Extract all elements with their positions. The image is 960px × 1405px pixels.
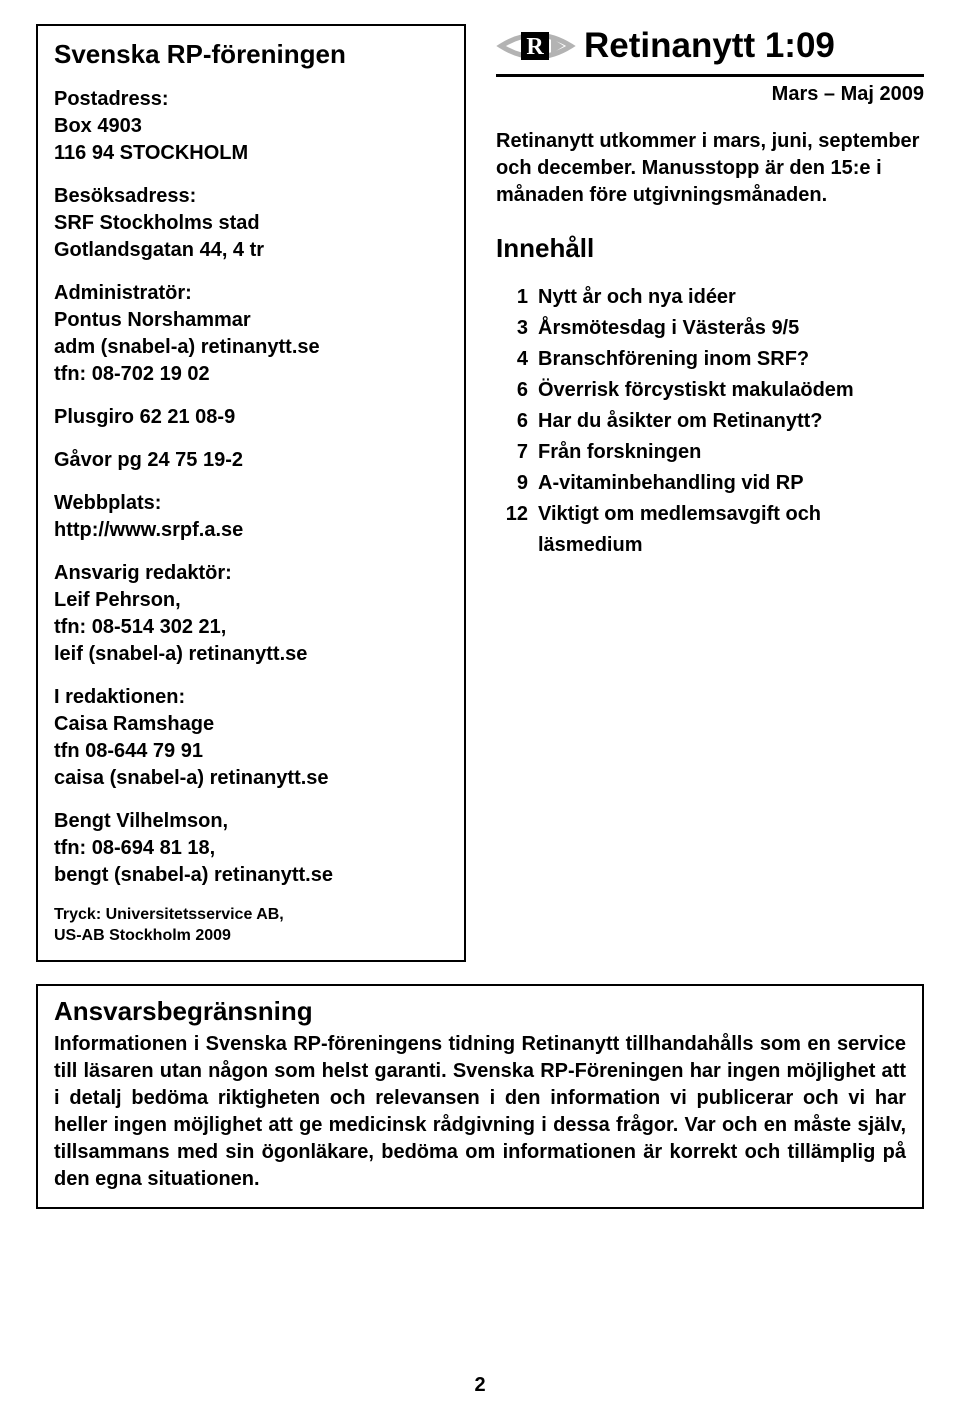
- redaktion-label: I redaktionen:: [54, 684, 448, 711]
- toc-item: 1Nytt år och nya idéer: [504, 282, 924, 313]
- toc-page-num: 6: [504, 406, 538, 437]
- toc-text: Branschförening inom SRF?: [538, 344, 924, 375]
- masthead-underline: [496, 74, 924, 77]
- svg-text:R: R: [526, 34, 544, 60]
- toc-text: Har du åsikter om Retinanytt?: [538, 406, 924, 437]
- page-number: 2: [0, 1374, 960, 1397]
- table-of-contents: 1Nytt år och nya idéer 3Årsmötesdag i Vä…: [496, 282, 924, 561]
- publication-note: Retinanytt utkommer i mars, juni, septem…: [496, 128, 924, 209]
- toc-title: Innehåll: [496, 233, 924, 264]
- toc-text: Nytt år och nya idéer: [538, 282, 924, 313]
- print-line1: Tryck: Universitetsservice AB,: [54, 905, 448, 926]
- toc-text: Viktigt om medlemsavgift och läsmedium: [538, 499, 924, 561]
- toc-item: 6Överrisk förcystiskt makulaödem: [504, 375, 924, 406]
- besoksadress-line2: Gotlandsgatan 44, 4 tr: [54, 237, 448, 264]
- right-column: R Retinanytt 1:09 Mars – Maj 2009 Retina…: [488, 24, 924, 561]
- toc-page-num: 6: [504, 375, 538, 406]
- toc-item: 9A-vitaminbehandling vid RP: [504, 468, 924, 499]
- red1-email: caisa (snabel-a) retinanytt.se: [54, 765, 448, 792]
- toc-page-num: 7: [504, 437, 538, 468]
- toc-text: Överrisk förcystiskt makulaödem: [538, 375, 924, 406]
- red2-name: Bengt Vilhelmson,: [54, 808, 448, 835]
- plusgiro: Plusgiro 62 21 08-9: [54, 404, 448, 431]
- postadress-label: Postadress:: [54, 86, 448, 113]
- admin-email: adm (snabel-a) retinanytt.se: [54, 334, 448, 361]
- disclaimer-title: Ansvarsbegränsning: [54, 996, 906, 1027]
- issue-date-range: Mars – Maj 2009: [496, 83, 924, 106]
- postadress-line1: Box 4903: [54, 113, 448, 140]
- webbplats-label: Webbplats:: [54, 490, 448, 517]
- editor-email: leif (snabel-a) retinanytt.se: [54, 641, 448, 668]
- toc-page-num: 4: [504, 344, 538, 375]
- print-line2: US-AB Stockholm 2009: [54, 926, 448, 947]
- gavor: Gåvor pg 24 75 19-2: [54, 447, 448, 474]
- admin-label: Administratör:: [54, 280, 448, 307]
- toc-text: Från forskningen: [538, 437, 924, 468]
- masthead-title: Retinanytt 1:09: [584, 26, 835, 66]
- disclaimer-body: Informationen i Svenska RP-föreningens t…: [54, 1031, 906, 1193]
- webbplats-url: http://www.srpf.a.se: [54, 517, 448, 544]
- toc-text: Årsmötesdag i Västerås 9/5: [538, 313, 924, 344]
- postadress-line2: 116 94 STOCKHOLM: [54, 140, 448, 167]
- editor-name: Leif Pehrson,: [54, 587, 448, 614]
- toc-page-num: 1: [504, 282, 538, 313]
- toc-item: 7Från forskningen: [504, 437, 924, 468]
- besoksadress-label: Besöksadress:: [54, 183, 448, 210]
- ansvarig-redaktor-label: Ansvarig redaktör:: [54, 560, 448, 587]
- toc-page-num: 3: [504, 313, 538, 344]
- toc-page-num: 9: [504, 468, 538, 499]
- eye-r-logo: R: [496, 24, 576, 68]
- toc-item: 3Årsmötesdag i Västerås 9/5: [504, 313, 924, 344]
- toc-item: 12Viktigt om medlemsavgift och läsmedium: [504, 499, 924, 561]
- red2-phone: tfn: 08-694 81 18,: [54, 835, 448, 862]
- toc-text: A-vitaminbehandling vid RP: [538, 468, 924, 499]
- toc-page-num: 12: [504, 499, 538, 561]
- red2-email: bengt (snabel-a) retinanytt.se: [54, 862, 448, 889]
- toc-item: 4Branschförening inom SRF?: [504, 344, 924, 375]
- disclaimer-box: Ansvarsbegränsning Informationen i Svens…: [36, 984, 924, 1209]
- org-name: Svenska RP-föreningen: [54, 40, 448, 70]
- besoksadress-line1: SRF Stockholms stad: [54, 210, 448, 237]
- toc-item: 6Har du åsikter om Retinanytt?: [504, 406, 924, 437]
- masthead: R Retinanytt 1:09: [496, 24, 924, 68]
- info-box: Svenska RP-föreningen Postadress: Box 49…: [36, 24, 466, 962]
- admin-phone: tfn: 08-702 19 02: [54, 361, 448, 388]
- red1-name: Caisa Ramshage: [54, 711, 448, 738]
- red1-phone: tfn 08-644 79 91: [54, 738, 448, 765]
- admin-name: Pontus Norshammar: [54, 307, 448, 334]
- editor-phone: tfn: 08-514 302 21,: [54, 614, 448, 641]
